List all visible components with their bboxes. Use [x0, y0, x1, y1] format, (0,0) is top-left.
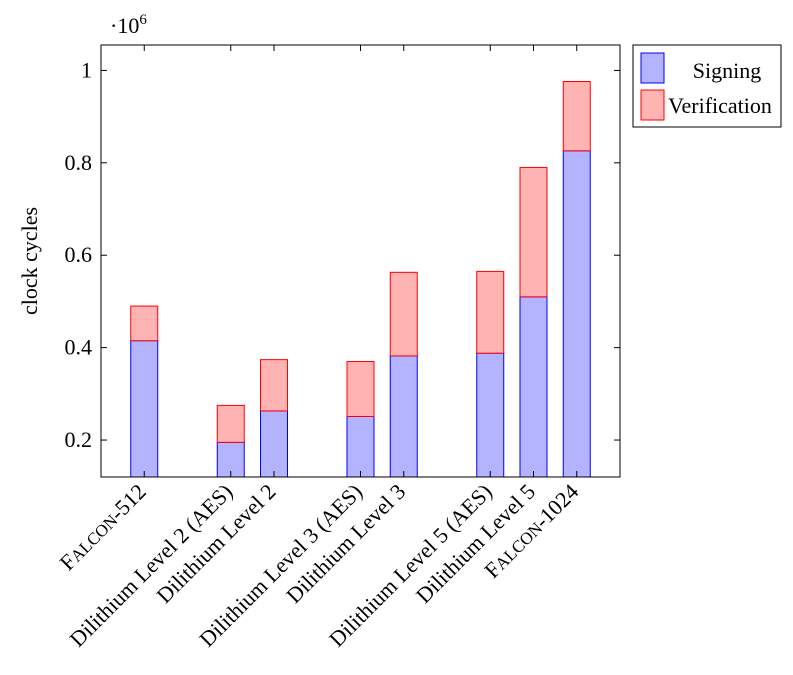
y-tick-label: 0.8 — [65, 150, 93, 175]
bar-verification-7 — [562, 81, 591, 152]
y-tick-label: 1 — [81, 57, 92, 82]
legend-label-signing: Signing — [693, 58, 761, 83]
y-tick-label: 0.4 — [65, 335, 93, 360]
legend-swatch-verification — [640, 89, 665, 121]
bar-signing-6 — [519, 296, 548, 478]
legend-label-verification: Verification — [668, 93, 772, 118]
legend: Signing Verification — [632, 44, 782, 128]
bar-verification-1 — [216, 404, 245, 443]
x-category-label: FALCON-512 — [55, 479, 151, 575]
bar-signing-4 — [389, 355, 418, 478]
bar-signing-0 — [130, 340, 159, 478]
y-tick-label: 0.6 — [65, 242, 93, 267]
y-ticks-group: 0.2 0.4 0.6 0.8 1 — [65, 57, 620, 452]
bar-verification-6 — [519, 166, 548, 298]
y-axis-label: clock cycles — [17, 207, 42, 315]
bar-verification-3 — [346, 360, 375, 417]
bars-group — [130, 81, 591, 478]
bar-verification-2 — [260, 359, 288, 412]
bar-verification-4 — [389, 271, 418, 357]
bar-verification-5 — [476, 270, 505, 354]
bar-signing-3 — [346, 415, 375, 478]
bar-signing-5 — [476, 352, 505, 478]
y-scale-label: ·106 — [110, 12, 147, 38]
bar-signing-7 — [562, 150, 591, 478]
y-tick-label: 0.2 — [65, 427, 93, 452]
legend-swatch-signing — [640, 52, 665, 84]
y-scale-exponent: 6 — [139, 12, 147, 28]
bar-verification-0 — [130, 305, 159, 342]
bar-signing-2 — [260, 410, 288, 478]
plot-frame — [100, 44, 621, 478]
